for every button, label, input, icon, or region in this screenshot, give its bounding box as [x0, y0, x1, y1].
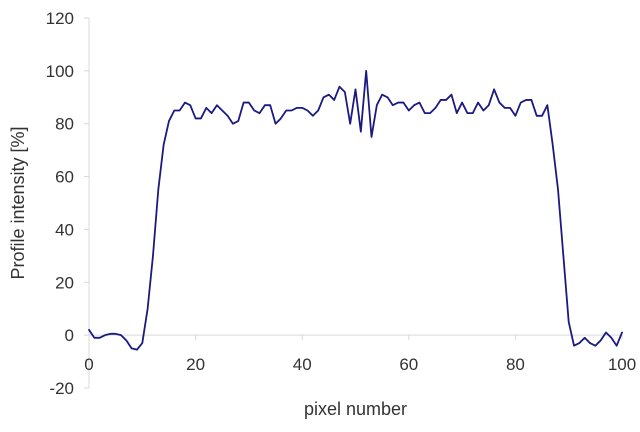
x-tick-label: 60 — [399, 355, 418, 374]
y-tick-label: 40 — [55, 220, 74, 239]
x-tick-label: 80 — [506, 355, 525, 374]
x-tick-label: 100 — [608, 355, 636, 374]
y-tick-label: -20 — [49, 379, 74, 398]
y-tick-label: 60 — [55, 168, 74, 187]
axes — [84, 17, 623, 389]
y-tick-label: 20 — [55, 273, 74, 292]
series-layer — [88, 69, 623, 351]
x-tick-label: 40 — [293, 355, 312, 374]
tick-labels: -20 0 20 40 60 80 100 120 0 20 40 60 80 100 — [46, 9, 637, 398]
y-tick-label: 100 — [46, 62, 74, 81]
y-tick-label: 120 — [46, 9, 74, 28]
x-tick-label: 20 — [186, 355, 205, 374]
series-line — [88, 69, 623, 351]
y-tick-label: 0 — [65, 326, 74, 345]
x-tick-label: 0 — [84, 355, 93, 374]
y-tick-label: 80 — [55, 115, 74, 134]
y-axis-title: Profile intensity [%] — [8, 126, 28, 279]
x-axis-title: pixel number — [304, 399, 407, 419]
